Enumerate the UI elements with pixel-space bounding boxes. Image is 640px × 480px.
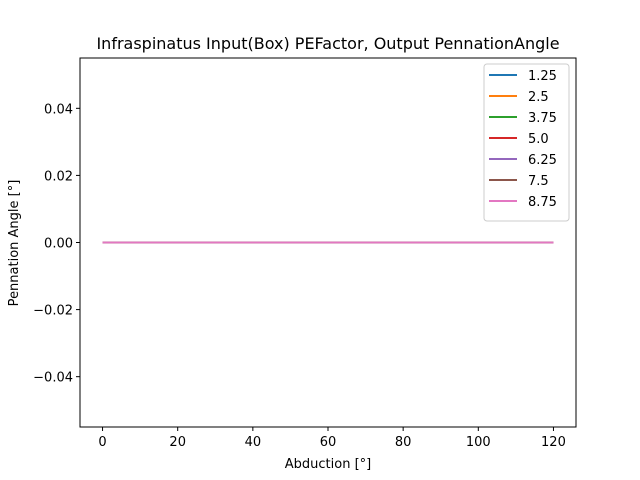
y-axis-ticks: −0.04 −0.02 0.00 0.02 0.04	[33, 102, 80, 386]
x-tick-label: 20	[169, 435, 186, 450]
x-tick-label: 0	[98, 435, 106, 450]
legend-label: 1.25	[528, 69, 557, 84]
y-tick-label: 0.00	[44, 237, 73, 252]
x-axis-label: Abduction [°]	[285, 457, 371, 472]
y-tick-label: −0.04	[33, 371, 73, 386]
legend-label: 6.25	[528, 153, 557, 168]
legend-label: 7.5	[528, 174, 549, 189]
y-axis-label: Pennation Angle [°]	[7, 180, 22, 307]
y-tick-label: 0.02	[44, 169, 73, 184]
x-axis-ticks: 0 20 40 60 80 100 120	[98, 427, 566, 450]
legend-label: 8.75	[528, 195, 557, 210]
legend-label: 3.75	[528, 111, 557, 126]
legend-box	[483, 63, 570, 222]
x-tick-label: 120	[541, 435, 566, 450]
y-tick-label: −0.02	[33, 304, 73, 319]
x-tick-label: 40	[245, 435, 262, 450]
x-tick-label: 100	[466, 435, 491, 450]
legend-label: 5.0	[528, 132, 549, 147]
chart-title: Infraspinatus Input(Box) PEFactor, Outpu…	[96, 34, 559, 53]
legend-label: 2.5	[528, 90, 549, 105]
y-tick-label: 0.04	[44, 102, 73, 117]
legend: 1.25 2.5 3.75 5.0 6.25 7.5 8.75	[483, 63, 570, 222]
x-tick-label: 80	[395, 435, 412, 450]
x-tick-label: 60	[320, 435, 337, 450]
